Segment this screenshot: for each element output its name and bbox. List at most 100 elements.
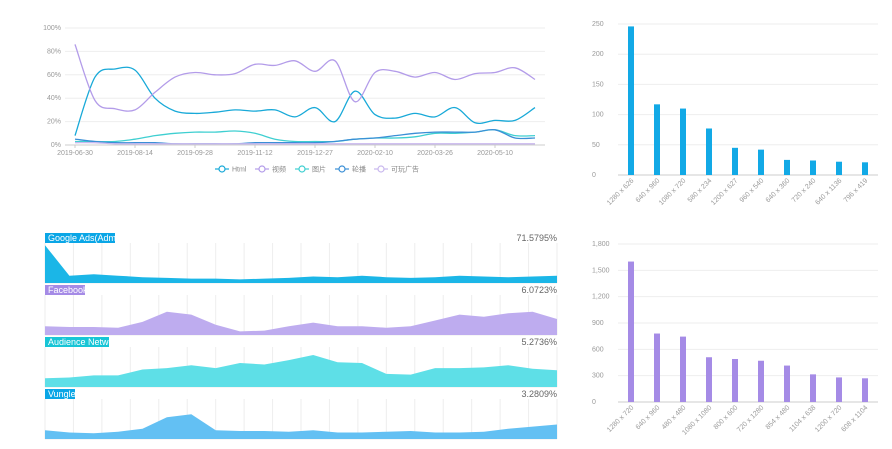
y-tick-label: 0 — [592, 399, 596, 406]
series-percent: 3.2809% — [521, 389, 557, 399]
x-tick-label: 2020-02-10 — [357, 150, 393, 157]
x-tick-label: 1200 x 627 — [710, 177, 740, 207]
y-tick-label: 300 — [592, 373, 604, 380]
series-name: Facebook — [48, 285, 88, 295]
network-area-charts: Google Ads(Admob) 71.5795% Facebook 6.0723%… — [0, 225, 570, 444]
y-tick-label: 60% — [47, 72, 61, 79]
bar-7 — [784, 159, 790, 175]
bar-2 — [654, 333, 660, 402]
x-tick-label: 720 x 240 — [791, 177, 818, 204]
size-bar-chart-purple: 1,800 1,500 1,200 900 600 300 0 1280 x 720 640 x… — [580, 230, 892, 444]
area-fill-3 — [45, 355, 557, 387]
bar-8 — [810, 374, 816, 402]
x-tick-label: 854 x 480 — [765, 404, 792, 431]
x-tick-label: 1080 x 720 — [658, 177, 688, 207]
bar-8 — [810, 160, 816, 175]
y-tick-label: 100% — [43, 25, 61, 32]
y-tick-label: 900 — [592, 320, 604, 327]
size-bar-chart-blue: 250 200 150 100 50 0 1280 x 626 640 x 960 1080 x… — [580, 0, 892, 215]
series-chip-1 — [45, 233, 115, 243]
series-line-3 — [74, 129, 536, 143]
series-line-4 — [74, 128, 536, 145]
bar-4 — [706, 128, 712, 175]
y-tick-label: 50 — [592, 142, 600, 149]
area-charts-svg: Google Ads(Admob) 71.5795% Facebook 6.0723%… — [44, 233, 558, 440]
y-tick-label: 600 — [592, 346, 604, 353]
y-tick-label: 40% — [47, 95, 61, 102]
series-chip-2 — [45, 285, 85, 295]
bar-4 — [706, 357, 712, 402]
bar-6 — [758, 360, 764, 402]
area-fill-4 — [45, 414, 557, 439]
y-tick-label: 0 — [592, 172, 596, 179]
x-tick-label: 960 x 540 — [739, 177, 766, 204]
x-tick-label: 1280 x 626 — [606, 177, 636, 207]
ad-type-line-chart: 100% 80% 60% 40% 20% 0% 2019-06-30 2019-08-14 20… — [0, 0, 560, 200]
x-tick-label: 640 x 960 — [635, 177, 662, 204]
y-tick-label: 1,500 — [592, 267, 610, 274]
y-tick-label: 20% — [47, 119, 61, 126]
bar-9 — [836, 377, 842, 402]
bar-7 — [784, 365, 790, 402]
bar-2 — [654, 104, 660, 175]
legend-label: 可玩广告 — [391, 165, 419, 174]
x-tick-label: 800 x 600 — [713, 404, 740, 431]
series-line-1 — [74, 66, 536, 136]
legend-marker-5 — [377, 165, 385, 173]
y-tick-label: 200 — [592, 51, 604, 58]
legend-marker-4 — [338, 165, 346, 173]
line-chart-svg: 100% 80% 60% 40% 20% 0%2019-06-30 2019-08-14 20… — [43, 25, 545, 174]
bar-5 — [732, 358, 738, 402]
x-tick-label: 580 x 234 — [687, 177, 714, 204]
x-tick-label: 2019-06-30 — [57, 150, 93, 157]
x-tick-label: 480 x 480 — [661, 404, 688, 431]
series-name: Vungle — [48, 389, 76, 399]
y-tick-label: 1,800 — [592, 241, 610, 248]
x-tick-label: 2019-08-14 — [117, 150, 153, 157]
bar-6 — [758, 149, 764, 175]
y-tick-label: 80% — [47, 48, 61, 55]
series-line-5 — [74, 141, 535, 145]
legend-label: 图片 — [312, 165, 326, 174]
bar-9 — [836, 161, 842, 175]
x-tick-label: 796 x 419 — [843, 177, 870, 204]
x-tick-label: 640 x 360 — [765, 177, 792, 204]
series-chip-3 — [45, 337, 109, 347]
x-tick-label: 2019-12-27 — [297, 150, 333, 157]
bar-chart-purple-svg: 1,800 1,500 1,200 900 600 300 0 1280 x 720 640 x… — [592, 241, 878, 437]
x-tick-label: 2019-11-12 — [237, 150, 272, 157]
bar-3 — [680, 336, 686, 402]
legend-label: Html — [232, 167, 247, 174]
legend-label: 视频 — [272, 165, 286, 174]
x-tick-label: 2020-05-10 — [477, 150, 513, 157]
legend-marker-1 — [218, 165, 226, 173]
x-tick-label: 1200 x 720 — [814, 404, 844, 434]
y-tick-label: 250 — [592, 21, 604, 28]
x-tick-label: 720 x 1280 — [736, 404, 766, 434]
y-tick-label: 150 — [592, 81, 604, 88]
y-tick-label: 100 — [592, 112, 604, 119]
series-name: Audience Network — [48, 337, 122, 347]
legend-marker-3 — [298, 165, 306, 173]
x-tick-label: 640 x 960 — [635, 404, 662, 431]
y-tick-label: 1,200 — [592, 294, 610, 301]
series-line-2 — [74, 44, 536, 112]
x-tick-label: 608 x 1104 — [840, 404, 869, 433]
bar-10 — [862, 378, 868, 402]
series-chip-4 — [45, 389, 75, 399]
y-tick-label: 0% — [51, 142, 61, 149]
series-percent: 6.0723% — [521, 285, 557, 295]
area-fill-1 — [45, 245, 557, 283]
area-fill-2 — [45, 311, 557, 335]
x-tick-label: 2020-03-26 — [417, 150, 453, 157]
series-percent: 5.2736% — [521, 337, 557, 347]
legend-label: 轮播 — [352, 165, 366, 174]
x-tick-label: 2019-09-28 — [177, 150, 213, 157]
legend-marker-2 — [258, 165, 266, 173]
x-tick-label: 640 x 1136 — [814, 177, 843, 206]
bar-5 — [732, 147, 738, 175]
bar-1 — [628, 26, 634, 175]
bar-3 — [680, 108, 686, 175]
bar-10 — [862, 162, 868, 175]
